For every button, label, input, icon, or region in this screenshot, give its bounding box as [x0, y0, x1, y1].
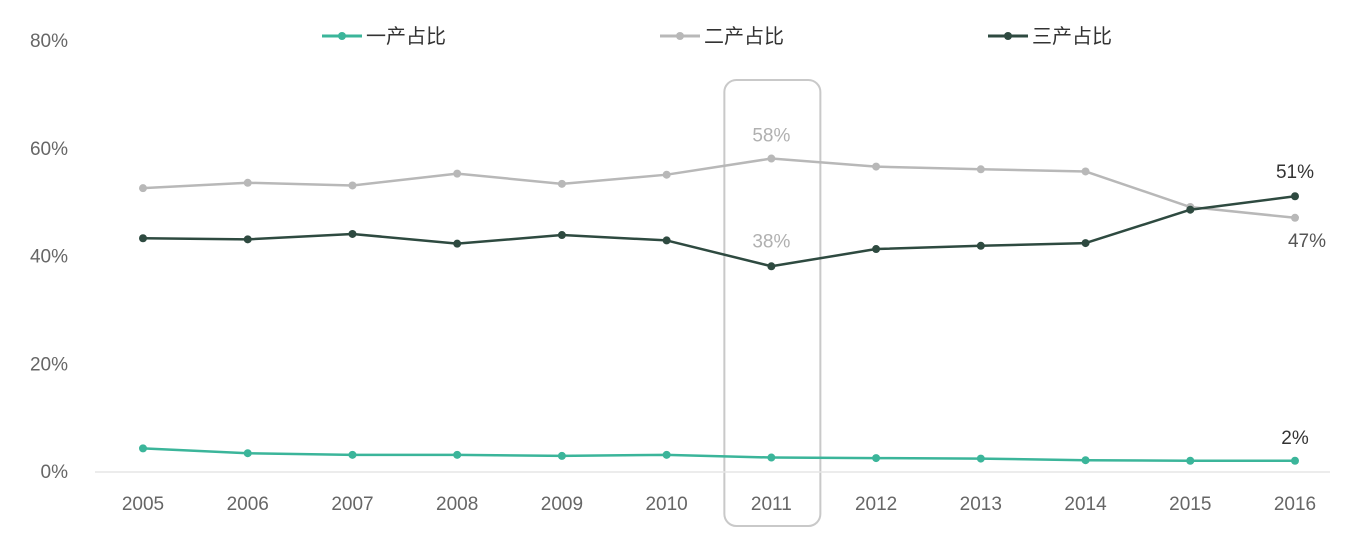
data-point — [243, 178, 252, 187]
y-tick-label: 0% — [41, 462, 69, 483]
series-layer — [139, 154, 1299, 465]
x-tick-label: 2013 — [960, 494, 1002, 515]
data-point — [139, 234, 147, 243]
x-tick-label: 2014 — [1064, 494, 1107, 515]
data-point — [976, 454, 985, 463]
data-point — [139, 444, 147, 453]
data-point — [348, 181, 357, 190]
data-point — [557, 179, 566, 188]
x-tick-label: 2015 — [1169, 494, 1211, 515]
data-point — [872, 454, 881, 463]
legend-label: 二产占比 — [704, 24, 784, 48]
x-tick-label: 2008 — [436, 494, 478, 515]
axis-layer: 0% 20% 40% 60% 80% 2005 2006 2007 2008 2009 2010 20… — [30, 31, 1330, 515]
x-tick-label: 2011 — [751, 494, 792, 515]
data-point — [557, 451, 566, 460]
y-tick-label: 40% — [30, 247, 68, 268]
data-point — [1186, 456, 1195, 465]
data-point — [767, 154, 776, 163]
data-point — [662, 236, 671, 245]
data-point — [1291, 213, 1299, 222]
legend-label: 三产占比 — [1032, 24, 1112, 48]
data-point — [1081, 456, 1090, 465]
legend-label: 一产占比 — [366, 24, 446, 48]
x-tick-label: 2010 — [645, 494, 687, 515]
data-label: 58% — [752, 126, 790, 147]
data-point — [348, 229, 357, 238]
data-point — [1291, 456, 1299, 465]
series-line-2 — [142, 194, 1296, 268]
data-point — [243, 449, 252, 458]
y-tick-label: 60% — [30, 139, 68, 160]
highlight-box — [723, 79, 822, 527]
y-tick-label: 80% — [30, 31, 68, 52]
data-point — [348, 450, 357, 459]
highlight-box-layer — [723, 79, 822, 527]
data-point — [872, 162, 881, 171]
data-point — [1081, 167, 1090, 176]
data-point — [453, 169, 462, 178]
x-tick-label: 2005 — [122, 494, 164, 515]
data-point — [1081, 239, 1090, 248]
data-label: 38% — [752, 231, 790, 252]
data-point — [1291, 192, 1299, 201]
data-point — [662, 170, 671, 179]
data-point — [767, 262, 776, 271]
legend-swatch-marker — [338, 32, 346, 40]
x-tick-label: 2007 — [331, 494, 373, 515]
data-point — [453, 450, 462, 459]
x-tick-label: 2012 — [855, 494, 897, 515]
data-point — [1186, 205, 1195, 214]
data-point — [976, 241, 985, 250]
data-point — [557, 231, 566, 240]
x-tick-label: 2016 — [1274, 494, 1316, 515]
data-label: 47% — [1288, 231, 1326, 252]
legend-swatch-marker — [676, 32, 684, 40]
data-label: 2% — [1281, 428, 1309, 449]
series-line-0 — [142, 447, 1295, 463]
data-point — [976, 165, 985, 174]
y-tick-label: 20% — [30, 354, 68, 375]
data-point — [243, 235, 252, 244]
annotation-layer: 58% 38% 51% 47% 2% — [752, 126, 1326, 449]
data-point — [662, 450, 671, 459]
data-point — [872, 245, 881, 254]
data-point — [139, 184, 147, 193]
series-line-1 — [142, 157, 1296, 220]
legend: 一产占比 二产占比 三产占比 — [322, 24, 1112, 48]
data-label: 51% — [1276, 162, 1314, 183]
data-point — [767, 453, 776, 462]
x-tick-label: 2009 — [541, 494, 583, 515]
data-point — [453, 239, 462, 248]
legend-swatch-marker — [1004, 32, 1012, 40]
x-tick-label: 2006 — [227, 494, 269, 515]
